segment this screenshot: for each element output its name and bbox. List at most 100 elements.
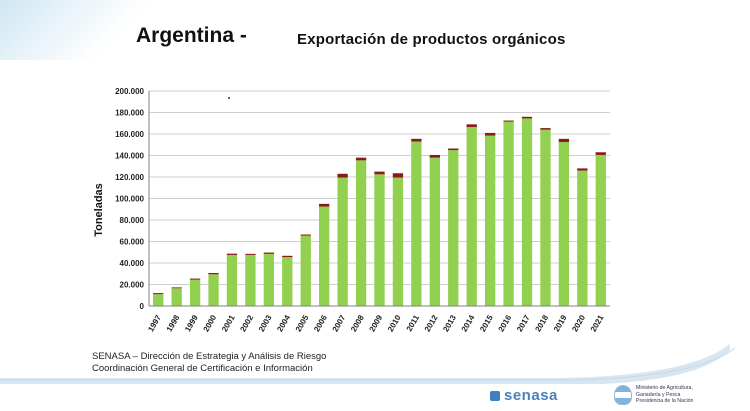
bar xyxy=(466,127,477,306)
bar-top-segment xyxy=(189,278,201,280)
y-axis-ticks: 200.000 180.000 160.000 140.000 120.000 100.0… xyxy=(115,87,144,311)
x-tick-label: 2005 xyxy=(294,313,311,333)
senasa-logo: senasa xyxy=(490,387,558,404)
x-tick-label: 2018 xyxy=(533,313,550,333)
x-tick-label: 2008 xyxy=(349,313,366,333)
bar-top-segment xyxy=(282,255,293,258)
bar xyxy=(226,254,238,306)
national-seal-icon xyxy=(614,385,632,405)
x-tick-label: 2016 xyxy=(497,313,514,333)
bar-top-segment xyxy=(355,157,367,161)
ministry-text: Ministerio de Agricultura, Ganadería y P… xyxy=(636,385,693,405)
ministry-line-3: Presidencia de la Nación xyxy=(636,398,694,404)
x-tick-label: 2003 xyxy=(257,313,274,333)
bar-top-segment xyxy=(245,253,256,255)
bar xyxy=(282,257,293,306)
footer-swoosh xyxy=(0,344,736,384)
y-tick-label: 200.000 xyxy=(115,87,144,96)
x-tick-label: 2019 xyxy=(552,313,569,333)
bar xyxy=(429,157,440,306)
bar-top-segment xyxy=(484,132,496,136)
x-tick-label: 2002 xyxy=(238,313,255,333)
x-tick-label: 2012 xyxy=(423,313,440,333)
y-axis-label: Toneladas xyxy=(93,183,105,237)
bar xyxy=(208,274,219,306)
bar-top-segment xyxy=(466,124,477,128)
x-tick-label: 2020 xyxy=(570,313,587,333)
bar-top-segment xyxy=(503,120,514,122)
bar xyxy=(337,177,348,306)
corner-decoration xyxy=(0,0,160,60)
bar-top-segment xyxy=(429,154,440,158)
bar xyxy=(577,170,588,306)
x-tick-label: 1999 xyxy=(183,313,200,333)
page-subtitle: Exportación de productos orgánicos xyxy=(297,31,566,48)
x-tick-label: 2007 xyxy=(331,313,348,333)
y-tick-label: 160.000 xyxy=(115,130,144,139)
x-tick-label: 2014 xyxy=(460,313,477,333)
bar xyxy=(355,160,367,306)
source-line-1: SENASA – Dirección de Estrategia y Análi… xyxy=(92,351,327,362)
bar xyxy=(189,279,201,306)
bar-top-segment xyxy=(208,272,219,275)
ministry-logo: Ministerio de Agricultura, Ganadería y P… xyxy=(614,383,744,407)
y-tick-label: 40.000 xyxy=(120,259,145,268)
source-note: SENASA – Dirección de Estrategia y Análi… xyxy=(92,351,326,375)
bar-top-segment xyxy=(226,253,238,255)
bar xyxy=(319,206,330,306)
ministry-line-1: Ministerio de Agricultura, xyxy=(636,385,693,391)
bar xyxy=(374,174,385,306)
bar xyxy=(503,121,514,306)
bar-top-segment xyxy=(540,128,551,130)
bar-top-segment xyxy=(337,173,348,178)
x-tick-label: 2015 xyxy=(478,313,495,333)
y-tick-label: 0 xyxy=(140,302,145,311)
y-tick-label: 80.000 xyxy=(120,216,145,225)
bars xyxy=(153,116,606,306)
senasa-logo-text: senasa xyxy=(504,387,558,404)
y-tick-label: 20.000 xyxy=(120,281,145,290)
bar-chart: 200.000 180.000 160.000 140.000 120.000 100.0… xyxy=(93,87,610,333)
bar-top-segment xyxy=(411,138,422,142)
bar-top-segment xyxy=(153,293,164,295)
bar-top-segment xyxy=(319,203,330,207)
bar xyxy=(484,135,496,306)
bar-top-segment xyxy=(448,148,459,151)
bar-top-segment xyxy=(300,234,311,236)
x-tick-label: 2021 xyxy=(589,313,606,333)
bar-top-segment xyxy=(595,152,606,155)
bar xyxy=(171,288,182,306)
y-tick-label: 180.000 xyxy=(115,109,144,118)
bar xyxy=(153,294,164,306)
stray-mark xyxy=(228,97,230,99)
x-tick-label: 2011 xyxy=(405,313,422,333)
bar xyxy=(448,150,459,306)
bar-top-segment xyxy=(558,138,570,143)
bar xyxy=(540,129,551,306)
x-tick-label: 2004 xyxy=(275,313,292,333)
bar xyxy=(263,253,275,306)
bar xyxy=(595,154,606,306)
x-tick-label: 1997 xyxy=(146,313,163,333)
x-tick-label: 1998 xyxy=(165,313,182,333)
y-tick-label: 120.000 xyxy=(115,173,144,182)
x-tick-label: 2013 xyxy=(441,313,458,333)
bar-top-segment xyxy=(171,287,182,289)
bar-top-segment xyxy=(521,116,533,119)
bar-top-segment xyxy=(374,171,385,175)
senasa-logo-icon xyxy=(490,391,500,402)
x-tick-label: 2001 xyxy=(220,313,237,333)
page-title: Argentina - xyxy=(136,24,247,47)
source-line-2: Coordinación General de Certificación e … xyxy=(92,363,313,374)
y-tick-label: 140.000 xyxy=(115,152,144,161)
y-tick-label: 100.000 xyxy=(115,195,144,204)
bar xyxy=(300,235,311,306)
x-axis-ticks: 1997 1998 1999 2000 2001 2002 2003 2004 2005 2006… xyxy=(146,313,606,333)
bar xyxy=(392,177,404,306)
bar-top-segment xyxy=(263,252,275,254)
bar-top-segment xyxy=(392,173,404,178)
x-tick-label: 2000 xyxy=(202,313,219,333)
bar xyxy=(245,254,256,306)
bar xyxy=(411,141,422,306)
bar xyxy=(558,142,570,306)
